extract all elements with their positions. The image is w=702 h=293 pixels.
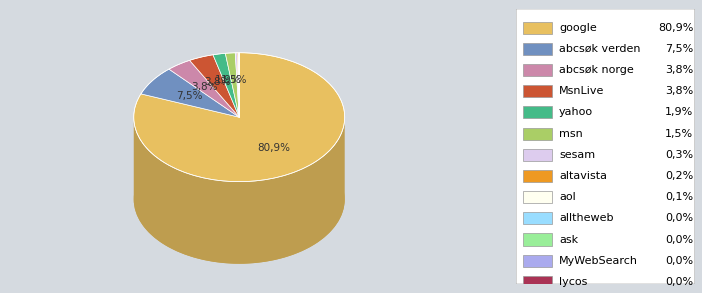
FancyBboxPatch shape [523, 85, 552, 97]
Polygon shape [235, 53, 239, 117]
Text: 7,5%: 7,5% [176, 91, 202, 101]
FancyBboxPatch shape [523, 149, 552, 161]
Text: ask: ask [559, 234, 578, 244]
Text: 1,9%: 1,9% [665, 108, 693, 117]
Text: sesam: sesam [559, 150, 595, 160]
Text: 1,9%: 1,9% [214, 76, 241, 86]
Polygon shape [213, 53, 239, 117]
Text: 3,8%: 3,8% [204, 77, 230, 87]
FancyBboxPatch shape [523, 106, 552, 118]
Text: 0,0%: 0,0% [665, 256, 693, 266]
FancyBboxPatch shape [523, 212, 552, 224]
Text: google: google [559, 23, 597, 33]
Text: msn: msn [559, 129, 583, 139]
FancyBboxPatch shape [523, 127, 552, 140]
Text: 0,0%: 0,0% [665, 234, 693, 244]
Polygon shape [141, 69, 239, 117]
Text: 1,5%: 1,5% [665, 129, 693, 139]
Text: abcsøk norge: abcsøk norge [559, 65, 634, 75]
Text: 0,0%: 0,0% [665, 213, 693, 223]
Text: 0,2%: 0,2% [665, 171, 693, 181]
Text: 1,5%: 1,5% [221, 75, 247, 85]
Text: 0,3%: 0,3% [665, 150, 693, 160]
FancyBboxPatch shape [523, 255, 552, 267]
FancyBboxPatch shape [523, 43, 552, 55]
Polygon shape [169, 60, 239, 117]
FancyBboxPatch shape [523, 64, 552, 76]
Text: 0,0%: 0,0% [665, 277, 693, 287]
Text: 3,8%: 3,8% [665, 86, 693, 96]
Text: 0,1%: 0,1% [665, 192, 693, 202]
FancyBboxPatch shape [523, 276, 552, 288]
Text: yahoo: yahoo [559, 108, 593, 117]
FancyBboxPatch shape [523, 22, 552, 34]
Polygon shape [134, 53, 345, 182]
FancyBboxPatch shape [523, 191, 552, 203]
Text: lycos: lycos [559, 277, 588, 287]
Text: altavista: altavista [559, 171, 607, 181]
FancyBboxPatch shape [516, 9, 695, 284]
Text: MyWebSearch: MyWebSearch [559, 256, 638, 266]
FancyBboxPatch shape [523, 234, 552, 246]
Text: 7,5%: 7,5% [665, 44, 693, 54]
Text: 80,9%: 80,9% [658, 23, 693, 33]
Text: abcsøk verden: abcsøk verden [559, 44, 640, 54]
FancyBboxPatch shape [523, 170, 552, 182]
Text: 3,8%: 3,8% [191, 81, 218, 91]
Text: alltheweb: alltheweb [559, 213, 614, 223]
Polygon shape [225, 53, 239, 117]
Text: 3,8%: 3,8% [665, 65, 693, 75]
Polygon shape [237, 53, 239, 117]
Ellipse shape [134, 135, 345, 264]
Text: 80,9%: 80,9% [257, 143, 291, 153]
Text: aol: aol [559, 192, 576, 202]
Polygon shape [190, 55, 239, 117]
Text: MsnLive: MsnLive [559, 86, 604, 96]
Polygon shape [134, 117, 345, 264]
